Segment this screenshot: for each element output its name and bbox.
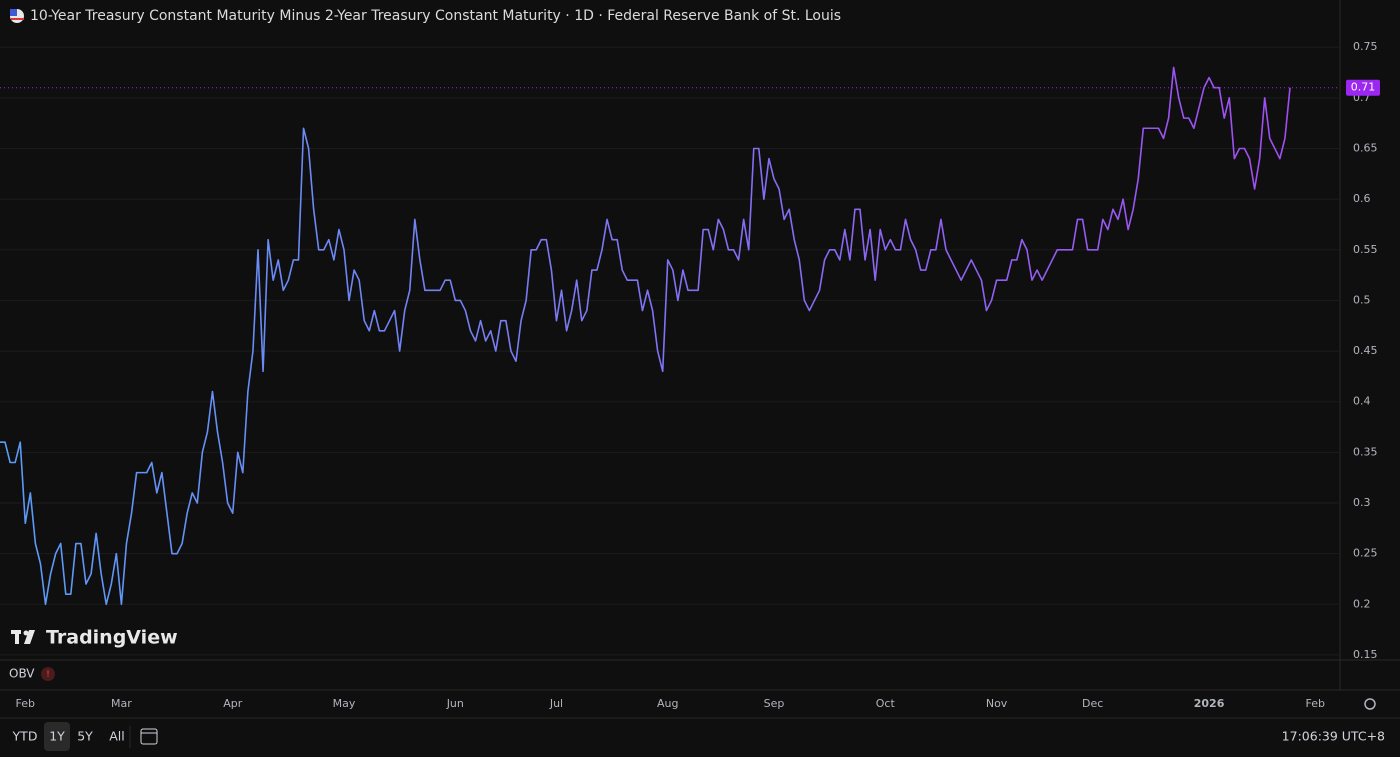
x-tick-label: Feb (16, 697, 35, 710)
y-tick-label: 0.2 (1353, 597, 1371, 610)
range-button-label: 5Y (77, 729, 93, 744)
y-tick-label: 0.55 (1353, 243, 1378, 256)
range-button-label: 1Y (49, 729, 65, 744)
y-tick-label: 0.6 (1353, 192, 1371, 205)
y-tick-label: 0.3 (1353, 496, 1371, 509)
range-button-highlight (44, 722, 70, 751)
x-tick-label: Dec (1082, 697, 1103, 710)
y-tick-label: 0.65 (1353, 142, 1378, 155)
last-value-box (1346, 79, 1380, 96)
warning-icon: ! (46, 669, 50, 680)
x-tick-label: Feb (1306, 697, 1325, 710)
calendar-frame (140, 728, 158, 745)
x-tick-label: Aug (657, 697, 678, 710)
settings-icon[interactable] (1364, 698, 1376, 710)
logo-mark (23, 630, 29, 636)
clock: 17:06:39 UTC+8 (1282, 729, 1385, 744)
y-tick-label: 0.25 (1353, 547, 1378, 560)
y-tick-label: 0.35 (1353, 445, 1378, 458)
calendar-icon[interactable] (140, 728, 158, 745)
flag-canton (10, 9, 17, 16)
x-tick-label: Apr (223, 697, 243, 710)
logo (11, 630, 35, 644)
y-tick-label: 0.4 (1353, 395, 1371, 408)
x-tick-label: Nov (986, 697, 1008, 710)
x-tick-label: Oct (876, 697, 896, 710)
x-tick-label: Sep (764, 697, 785, 710)
chart-title: 10-Year Treasury Constant Maturity Minus… (30, 8, 841, 24)
y-tick-label: 0.5 (1353, 293, 1371, 306)
y-tick-label: 0.45 (1353, 344, 1378, 357)
x-tick-label: 2026 (1194, 697, 1225, 710)
x-tick-label: Mar (111, 697, 132, 710)
range-button[interactable]: 1Y (44, 722, 70, 751)
last-value-label: 0.71 (1351, 81, 1376, 94)
watermark: TradingView (46, 627, 178, 649)
range-button-label: All (109, 729, 125, 744)
range-button-label: YTD (12, 729, 38, 744)
x-tick-label: May (333, 697, 356, 710)
indicator-label: OBV (9, 667, 35, 681)
range-button[interactable]: YTD (12, 729, 38, 744)
logo-mark (15, 630, 19, 644)
range-button[interactable]: 5Y (77, 729, 93, 744)
x-tick-label: Jun (446, 697, 464, 710)
x-tick-label: Jul (549, 697, 563, 710)
warning-badge (41, 667, 55, 681)
y-tick-label: 0.15 (1353, 648, 1378, 661)
range-button[interactable]: All (109, 729, 125, 744)
data-line (0, 66, 1291, 606)
logo-mark (24, 630, 35, 644)
y-tick-label: 0.75 (1353, 40, 1378, 53)
